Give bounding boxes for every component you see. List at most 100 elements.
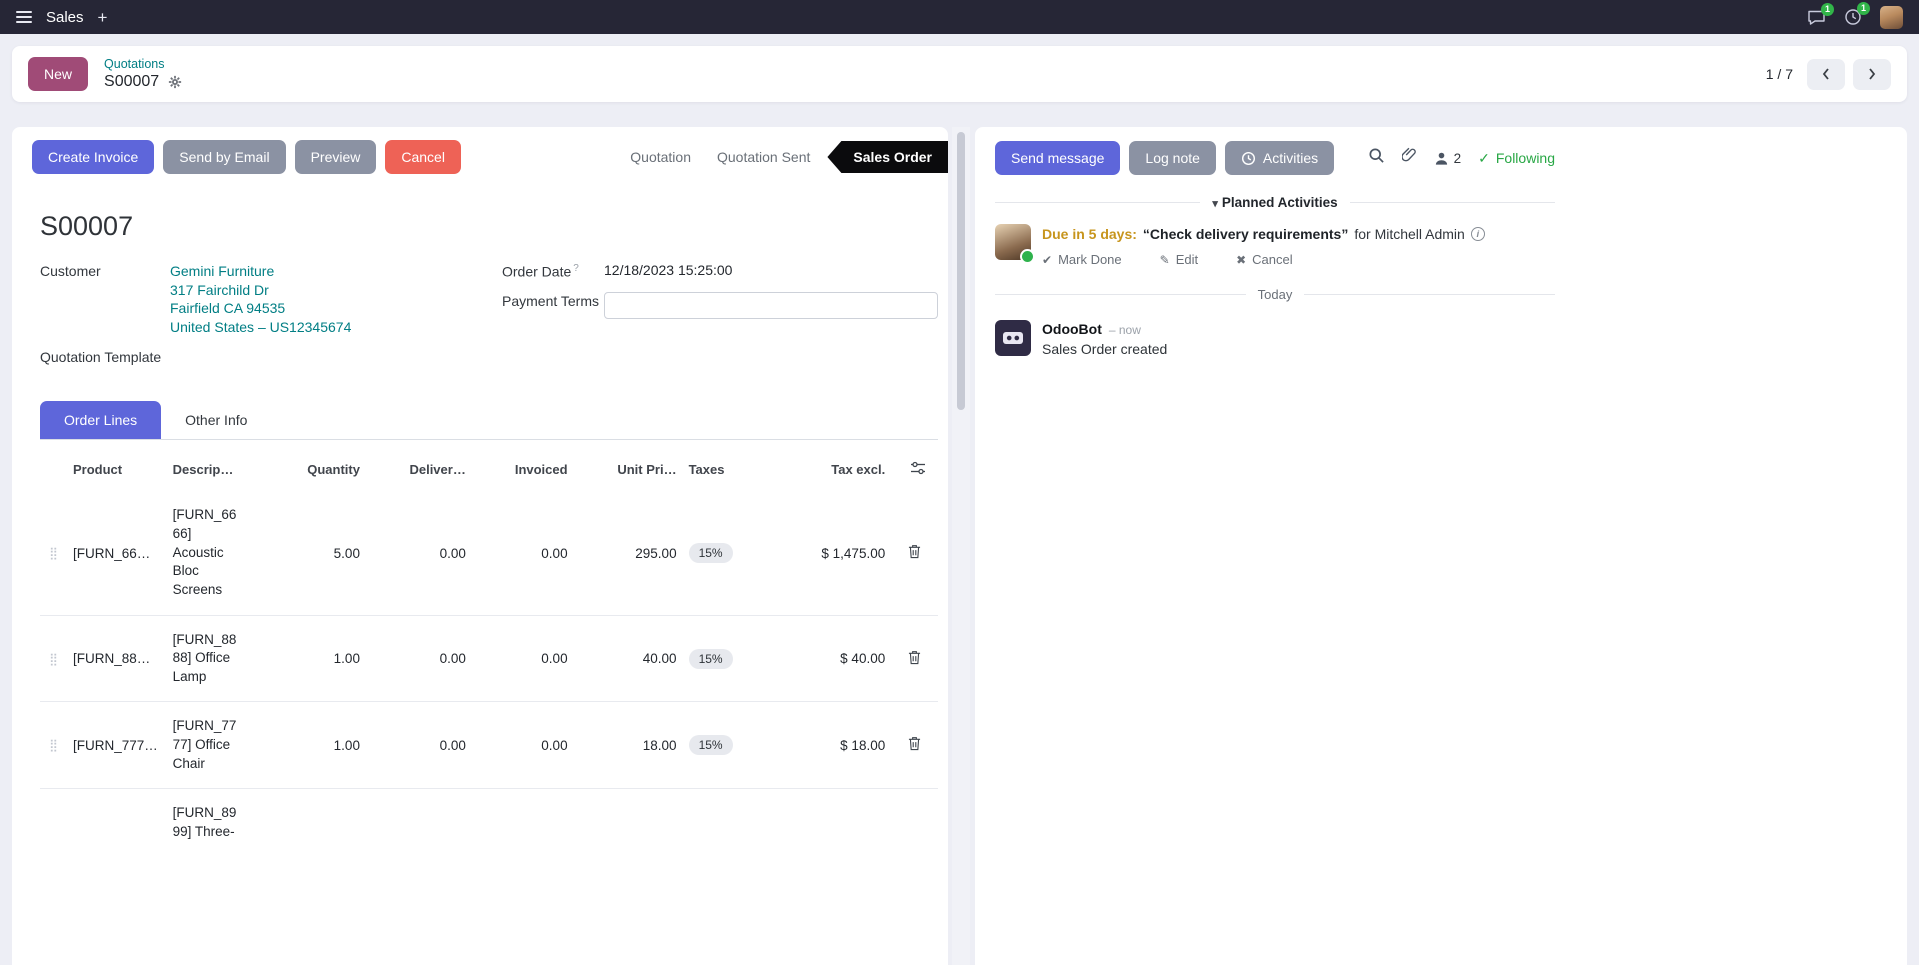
column-invoiced[interactable]: Invoiced [514,462,568,478]
cell-description[interactable]: [FURN_8888] Office Lamp [166,614,244,702]
column-delivered[interactable]: Deliver… [409,462,466,478]
messages-icon[interactable]: 1 [1807,2,1834,26]
followers-button[interactable]: 2 [1434,151,1461,166]
cell-taxes[interactable]: 15% [682,614,774,702]
delete-line-icon[interactable] [908,650,921,665]
info-icon[interactable]: i [1470,227,1485,241]
cell-quantity[interactable]: 5.00 [333,545,360,561]
user-avatar[interactable] [1880,5,1903,29]
status-sales-order[interactable]: Sales Order [827,141,948,173]
send-message-button[interactable]: Send message [995,141,1121,175]
planned-activities-divider: ▾ Planned Activities [995,195,1556,210]
order-line-row[interactable]: ⣿ [FURN_777… [FURN_7777] Office Chair 1.… [40,701,938,789]
drag-handle-icon[interactable]: ⣿ [49,546,58,560]
breadcrumb-quotations[interactable]: Quotations [104,57,165,71]
order-line-row[interactable]: ⣿ [FURN_88… [FURN_8888] Office Lamp 1.00… [40,614,938,702]
tab-order-lines[interactable]: Order Lines [40,401,162,440]
cell-unit-price[interactable]: 295.00 [635,545,677,561]
activities-clock-icon[interactable]: 1 [1844,2,1870,26]
check-icon: ✔ [1042,252,1053,267]
cell-taxes[interactable]: 15% [683,491,774,615]
edit-activity-button[interactable]: ✎ Edit [1159,252,1199,267]
cell-product[interactable]: [FURN_777… [66,701,167,789]
cell-quantity[interactable]: 1.00 [243,701,366,789]
caret-down-icon: ▾ [1212,198,1218,210]
form-sheet: S00007 Customer Gemini Furniture 317 Fai… [12,211,948,857]
create-invoice-button[interactable]: Create Invoice [32,140,155,174]
delete-line-icon[interactable] [908,544,921,559]
breadcrumb: Quotations S00007 [104,57,182,91]
message-author[interactable]: OdooBot [1042,321,1102,337]
drag-handle-icon[interactable]: ⣿ [40,614,67,702]
cell-product[interactable] [66,788,167,857]
tab-other-info[interactable]: Other Info [185,412,248,429]
cell-invoiced[interactable]: 0.00 [541,545,568,561]
cell-product[interactable]: [FURN_88… [66,614,167,702]
pager: 1 / 7 [1766,58,1891,90]
form-scrollbar-track[interactable] [952,127,970,965]
cell-invoiced[interactable]: 0.00 [471,614,574,702]
plus-icon[interactable]: + [97,7,108,27]
cell-description[interactable]: [FURN_6666] Acoustic Bloc Screens [172,507,237,597]
new-button[interactable]: New [28,57,89,91]
cell-quantity[interactable]: 1.00 [243,614,366,702]
customer-address-line-2[interactable]: Fairfield CA 94535 [170,300,286,317]
cell-delivered[interactable]: 0.00 [365,701,472,789]
cell-tax-excl: $ 18.00 [773,701,892,789]
cell-unit-price[interactable]: 18.00 [573,701,683,789]
payment-terms-label: Payment Terms [502,292,599,309]
cancel-activity-button[interactable]: ✖ Cancel [1236,252,1293,267]
cancel-button[interactable]: Cancel [385,140,461,174]
schedule-activity-button[interactable]: Activities [1224,141,1335,175]
customer-address-line-1[interactable]: 317 Fairchild Dr [170,281,269,298]
customer-field: Customer Gemini Furniture 317 Fairchild … [40,262,502,336]
search-messages-icon[interactable] [1368,147,1385,169]
cell-taxes[interactable] [682,788,774,857]
cell-description[interactable]: [FURN_7777] Office Chair [166,701,244,789]
mark-done-button[interactable]: ✔ Mark Done [1042,252,1122,267]
log-note-button[interactable]: Log note [1129,141,1216,175]
status-quotation[interactable]: Quotation [630,149,691,165]
drag-handle-icon[interactable]: ⣿ [40,701,67,789]
following-button[interactable]: ✓ Following [1478,150,1555,167]
status-quotation-sent[interactable]: Quotation Sent [716,149,811,165]
cell-product[interactable]: [FURN_66… [72,545,151,561]
planned-activities-header[interactable]: ▾ Planned Activities [1212,195,1338,210]
form-scrollbar-thumb[interactable] [957,132,965,410]
cell-quantity[interactable] [243,788,366,857]
order-line-row[interactable]: ⣿ [FURN_66… [FURN_6666] Acoustic Bloc Sc… [40,491,938,615]
cell-taxes[interactable]: 15% [682,701,774,789]
payment-terms-input[interactable] [604,291,938,319]
attachments-icon[interactable] [1400,147,1417,169]
customer-address-line-3[interactable]: United States – US12345674 [170,318,352,335]
send-by-email-button[interactable]: Send by Email [163,140,286,174]
cell-delivered[interactable] [365,788,472,857]
cell-description[interactable]: [FURN_8999] Three- [166,788,244,857]
column-description[interactable]: Descrip… [172,462,234,478]
preview-button[interactable]: Preview [294,140,377,174]
cell-delivered[interactable]: 0.00 [365,614,472,702]
order-date-value[interactable]: 12/18/2023 15:25:00 [604,262,733,278]
cell-unit-price[interactable] [573,788,683,857]
payment-terms-field: Payment Terms [502,291,938,319]
cell-unit-price[interactable]: 40.00 [573,614,683,702]
app-name[interactable]: Sales [46,8,84,26]
apps-menu-icon[interactable] [16,11,32,23]
gear-icon[interactable] [168,75,182,89]
column-taxes[interactable]: Taxes [688,462,725,478]
cell-invoiced[interactable]: 0.00 [471,701,574,789]
order-line-row[interactable]: [FURN_8999] Three- [40,788,938,857]
pager-next-button[interactable] [1853,58,1891,90]
pager-previous-button[interactable] [1807,58,1845,90]
cell-delivered[interactable]: 0.00 [439,545,466,561]
optional-columns-icon[interactable] [910,461,926,475]
customer-link[interactable]: Gemini Furniture [170,263,275,279]
cell-invoiced[interactable] [471,788,574,857]
column-unit-price[interactable]: Unit Pri… [617,462,677,478]
column-quantity[interactable]: Quantity [307,462,360,478]
column-product[interactable]: Product [72,462,123,478]
activity-avatar [995,224,1035,264]
column-tax-excl[interactable]: Tax excl. [831,462,886,478]
drag-handle-icon[interactable] [40,788,67,857]
delete-line-icon[interactable] [908,736,921,751]
